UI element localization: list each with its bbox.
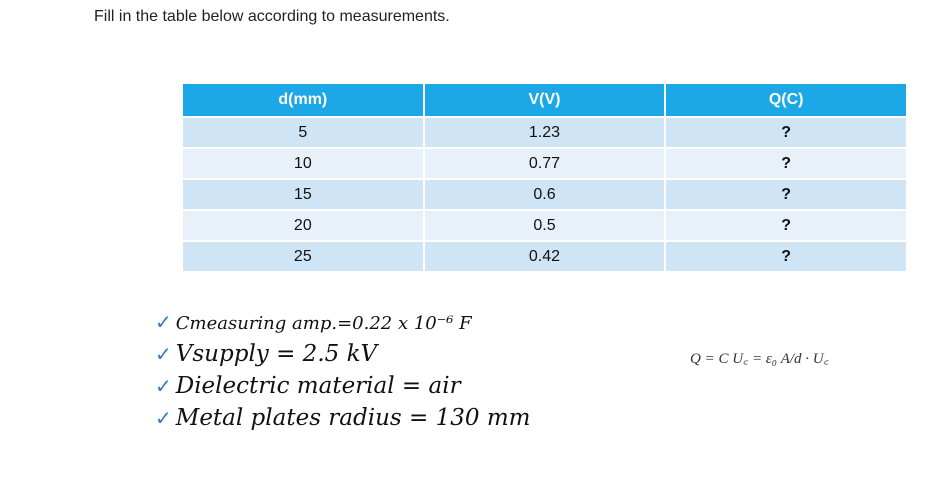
formula-text: Q = C U꜀ = ε₀ A/d · U꜀: [690, 351, 829, 367]
cell-charge[interactable]: ?: [664, 178, 908, 211]
cell-charge[interactable]: ?: [664, 209, 908, 242]
cell-voltage: 0.42: [422, 240, 667, 273]
note-supply-voltage: Vsupply = 2.5 kV: [175, 341, 378, 367]
capacitor-charge-formula: Q = C U꜀ = ε₀ A/d · U꜀: [690, 348, 880, 398]
cell-distance: 25: [181, 240, 425, 273]
note-measuring-capacitance: Cmeasuring amp.=0.22 x 10⁻⁶ F: [175, 313, 472, 334]
column-header-distance: d(mm): [181, 82, 425, 118]
cell-voltage: 0.5: [422, 209, 667, 242]
cell-distance: 20: [181, 209, 425, 242]
table-row: 5 1.23 ?: [181, 116, 908, 149]
list-item: ✓ Dielectric material = air: [155, 370, 530, 402]
checkmark-icon: ✓: [155, 342, 172, 366]
table-row: 15 0.6 ?: [181, 178, 908, 211]
list-item: ✓ Vsupply = 2.5 kV: [155, 338, 530, 370]
cell-distance: 5: [181, 116, 425, 149]
checkmark-icon: ✓: [155, 406, 172, 430]
column-header-voltage: V(V): [422, 82, 667, 118]
cell-distance: 10: [181, 147, 425, 180]
checkmark-icon: ✓: [155, 374, 172, 398]
measurement-table: d(mm) V(V) Q(C) 5 1.23 ? 10 0.77 ? 15 0.…: [181, 82, 908, 273]
list-item: ✓ Metal plates radius = 130 mm: [155, 402, 530, 434]
cell-charge[interactable]: ?: [664, 147, 908, 180]
cell-charge[interactable]: ?: [664, 116, 908, 149]
table-row: 10 0.77 ?: [181, 147, 908, 180]
cell-voltage: 1.23: [422, 116, 667, 149]
cell-voltage: 0.6: [422, 178, 667, 211]
instruction-text: Fill in the table below according to mea…: [94, 8, 450, 25]
checkmark-icon: ✓: [155, 310, 172, 334]
table-header-row: d(mm) V(V) Q(C): [181, 82, 908, 118]
parameter-list: ✓ Cmeasuring amp.=0.22 x 10⁻⁶ F ✓ Vsupply …: [155, 306, 530, 434]
cell-voltage: 0.77: [422, 147, 667, 180]
column-header-charge: Q(C): [664, 82, 908, 118]
table-row: 25 0.42 ?: [181, 240, 908, 273]
cell-charge[interactable]: ?: [664, 240, 908, 273]
list-item: ✓ Cmeasuring amp.=0.22 x 10⁻⁶ F: [155, 306, 530, 338]
cell-distance: 15: [181, 178, 425, 211]
note-dielectric: Dielectric material = air: [175, 373, 461, 399]
table-row: 20 0.5 ?: [181, 209, 908, 242]
note-plate-radius: Metal plates radius = 130 mm: [175, 405, 531, 431]
